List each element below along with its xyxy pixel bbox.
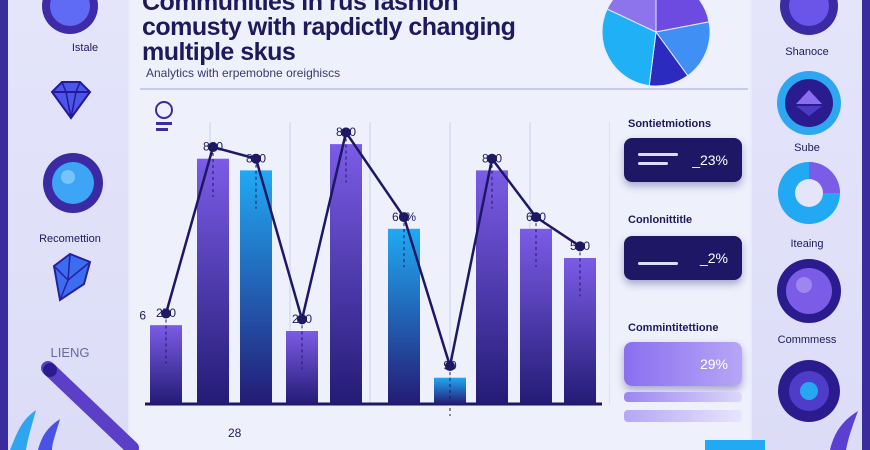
kpi-card-2[interactable]: _2% bbox=[624, 236, 742, 280]
bar-3 bbox=[240, 170, 272, 404]
kpi-card-3[interactable]: 29% bbox=[624, 342, 742, 386]
page-title: Communities in rus fashion comusty with … bbox=[142, 0, 516, 66]
left-frame bbox=[0, 0, 8, 450]
pie-chart bbox=[601, 0, 711, 87]
right-frame bbox=[862, 0, 870, 450]
right-label-1: Shanoce bbox=[785, 46, 829, 58]
corner-accent bbox=[705, 440, 765, 450]
bar-label-8: 800 bbox=[482, 151, 502, 165]
line-point-1 bbox=[161, 308, 171, 319]
kpi-1-bar-a bbox=[638, 153, 678, 156]
purple-orb-icon[interactable] bbox=[776, 258, 842, 324]
line-point-8 bbox=[487, 153, 497, 164]
left-label-1: Istale bbox=[71, 42, 99, 54]
line-point-4 bbox=[297, 314, 307, 325]
right-label-2: Sube bbox=[794, 142, 820, 154]
leaf-decoration bbox=[10, 410, 60, 450]
kpi-3-value: 29% bbox=[699, 356, 728, 372]
right-label-4: Commmess bbox=[777, 334, 837, 346]
left-label-2: Recomettion bbox=[39, 233, 101, 245]
right-label-3: Iteaing bbox=[790, 238, 824, 250]
bar-5 bbox=[330, 144, 362, 404]
top-right-orb-icon[interactable] bbox=[778, 0, 840, 36]
series-line bbox=[164, 129, 581, 367]
ring-icon[interactable] bbox=[776, 358, 842, 424]
bar-line-chart: 270 840 800 250 890 60% 90 800 600 500 36 bbox=[140, 122, 610, 417]
bar-label-5: 890 bbox=[336, 125, 356, 139]
kpi-title-2: Conlonittitle bbox=[628, 214, 693, 226]
kpi-title-3: Commintitettione bbox=[628, 322, 719, 334]
line-point-10 bbox=[575, 241, 585, 252]
pie-slice-4 bbox=[601, 8, 657, 87]
bar-label-2: 840 bbox=[203, 140, 223, 154]
left-label-3: LIENG bbox=[50, 345, 90, 360]
bar-label-1: 270 bbox=[156, 306, 176, 320]
donut-icon bbox=[778, 162, 840, 224]
bar-label-10: 500 bbox=[570, 239, 590, 253]
line-point-7 bbox=[445, 361, 455, 372]
orb-icon[interactable] bbox=[42, 152, 104, 214]
bar-label-7: 90 bbox=[443, 359, 457, 373]
pen-icon bbox=[41, 361, 139, 450]
line-point-3 bbox=[251, 153, 261, 164]
diamond-icon bbox=[50, 81, 92, 120]
bar-label-3: 800 bbox=[246, 151, 266, 165]
bar-8 bbox=[476, 170, 508, 404]
crystal-icon bbox=[52, 252, 92, 302]
line-point-5 bbox=[341, 127, 351, 138]
kpi-title-1: Sontietmiotions bbox=[628, 118, 712, 130]
bar-9 bbox=[520, 228, 552, 404]
bar-2 bbox=[197, 158, 229, 404]
kpi-3-bar-b bbox=[624, 410, 742, 422]
bar-label-9: 600 bbox=[526, 210, 546, 224]
arrow-up-icon[interactable] bbox=[776, 70, 842, 136]
pie-slice-5 bbox=[606, 0, 657, 33]
kpi-2-bar bbox=[638, 262, 678, 265]
bar-6 bbox=[388, 228, 420, 404]
bar-10 bbox=[564, 258, 596, 404]
kpi-1-bar-b bbox=[638, 162, 668, 165]
leaf-decoration-right bbox=[830, 411, 858, 450]
page-subtitle: Analytics with erpemobne oreighiscs bbox=[146, 66, 341, 80]
kpi-1-value: _23% bbox=[692, 152, 728, 168]
top-circle-icon[interactable] bbox=[40, 0, 100, 36]
line-point-2 bbox=[208, 142, 218, 153]
line-point-label-1: 36 bbox=[140, 308, 146, 322]
kpi-2-value: _2% bbox=[699, 250, 728, 266]
bar-label-6: 60% bbox=[392, 210, 416, 224]
kpi-card-1[interactable]: _23% bbox=[624, 138, 742, 182]
bar-label-4: 250 bbox=[292, 312, 312, 326]
kpi-3-bar-a bbox=[624, 392, 742, 402]
chart-badge-icon bbox=[155, 101, 173, 131]
header-divider bbox=[140, 88, 748, 90]
pie-slice-2 bbox=[655, 21, 711, 77]
bar-1 bbox=[150, 325, 182, 404]
line-point-9 bbox=[531, 212, 541, 223]
line-point-6 bbox=[399, 212, 409, 223]
left-sidebar bbox=[8, 0, 128, 450]
x-axis-label: 28 bbox=[228, 426, 242, 440]
